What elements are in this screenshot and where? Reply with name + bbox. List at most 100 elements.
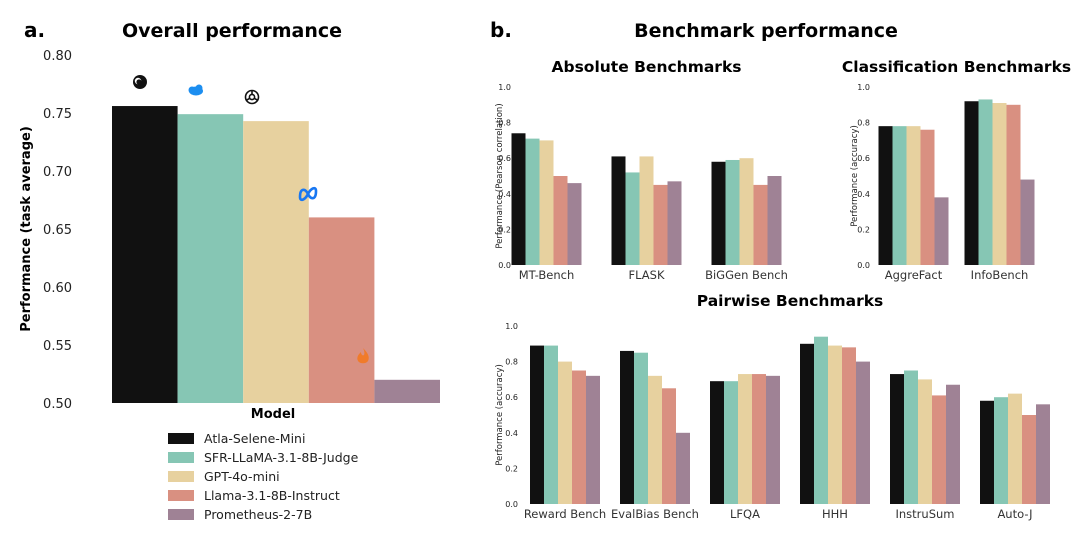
y-tick-label: 0.0 [505,500,518,509]
legend-label: Prometheus-2-7B [204,507,312,522]
bar [558,361,572,504]
x-tick-label: FLASK [629,268,665,282]
legend-swatch [168,433,194,444]
bar [904,370,918,504]
bar [767,176,782,265]
chart-title: Pairwise Benchmarks [697,292,884,310]
legend-swatch [168,490,194,501]
y-tick-label: 0.4 [498,190,511,199]
bar [934,197,949,265]
x-tick-label: Auto-J [997,507,1032,521]
legend-swatch [168,509,194,520]
bar [725,159,740,265]
bar [878,126,893,265]
x-tick-label: InstruSum [896,507,955,521]
bar [964,101,979,266]
bar [567,183,582,265]
chart-title: Absolute Benchmarks [551,58,741,76]
panel-b-title: Benchmark performance [634,20,898,42]
bar [374,379,440,403]
x-tick-label: EvalBias Bench [611,507,699,521]
bar [667,181,682,265]
bar [890,374,904,504]
panel-a-title: Overall performance [122,20,342,42]
bar [994,397,1008,504]
bar [710,381,724,504]
legend-item: Atla-Selene-Mini [168,431,305,446]
y-tick-label: 0.6 [857,154,870,163]
legend-swatch [168,452,194,463]
bar [1036,404,1050,504]
x-tick-label: MT-Bench [519,268,575,282]
panel-b-letter: b. [490,18,512,42]
bar [711,161,726,265]
bar [918,379,932,504]
y-axis-label: Performance (Pearson correlation) [495,103,505,248]
x-tick-label: AggreFact [885,268,943,282]
bar [662,388,676,504]
legend-swatch [168,471,194,482]
y-axis-label: Performance (accuracy) [850,125,860,227]
legend: Atla-Selene-Mini SFR-LLaMA-3.1-8B-Judge … [168,431,359,522]
legend-label: GPT-4o-mini [204,469,280,484]
bar [625,172,640,265]
legend-item: SFR-LLaMA-3.1-8B-Judge [168,450,359,465]
bar [177,114,244,403]
y-tick-label: 0.70 [43,165,72,180]
y-tick-label: 0.55 [43,339,72,354]
classification-benchmarks-chart: Classification Benchmarks 0.0 0.2 0.4 0.6 0.8… [842,58,1071,282]
y-tick-label: 1.0 [857,83,870,92]
bar [842,347,856,504]
y-tick-label: 1.0 [505,322,518,331]
y-tick-label: 0.75 [43,107,72,122]
bar [906,126,921,265]
y-axis-label: Performance (accuracy) [495,364,505,466]
bar [800,343,814,504]
bar [112,106,178,403]
x-tick-label: LFQA [730,507,760,521]
y-tick-label: 0.6 [505,393,518,402]
bar [739,158,754,265]
bar [648,375,662,504]
bar [530,345,544,504]
x-tick-label: InfoBench [971,268,1029,282]
bar [980,400,994,504]
x-axis-label: Model [251,407,295,422]
y-tick-label: 0.2 [505,464,518,473]
y-tick-label: 0.2 [498,225,511,234]
bar [243,121,309,404]
bar [920,129,935,265]
y-tick-label: 0.8 [857,119,870,128]
legend-label: Llama-3.1-8B-Instruct [204,488,340,503]
bar [1008,393,1022,504]
bar [724,381,738,504]
y-tick-label: 0.60 [43,281,72,296]
legend-label: SFR-LLaMA-3.1-8B-Judge [204,450,359,465]
bar [1022,415,1036,504]
panel-a-letter: a. [24,18,45,42]
bar [653,184,668,265]
atla-logo-icon [133,75,147,89]
legend-item: Prometheus-2-7B [168,507,312,522]
y-tick-label: 0.8 [505,358,518,367]
bar [553,176,568,265]
meta-logo-icon [298,186,318,202]
y-tick-label: 1.0 [498,83,511,92]
bar [308,217,375,403]
y-tick-label: 0.8 [498,119,511,128]
y-tick-label: 0.50 [43,397,72,412]
x-tick-label: Reward Bench [524,507,606,521]
legend-item: Llama-3.1-8B-Instruct [168,488,340,503]
y-tick-label: 0.4 [857,190,870,199]
overall-performance-chart: 0.50 0.55 0.60 0.65 0.70 0.75 0.80 Performance … [19,49,440,422]
y-tick-label: 0.0 [857,261,870,270]
y-axis-label: Performance (task average) [19,126,34,332]
bar [753,184,768,265]
x-tick-label: HHH [822,507,848,521]
x-tick-label: BiGGen Bench [705,268,788,282]
bar [511,133,526,265]
bar [1020,179,1035,265]
bar [978,99,993,266]
bar [620,350,634,504]
